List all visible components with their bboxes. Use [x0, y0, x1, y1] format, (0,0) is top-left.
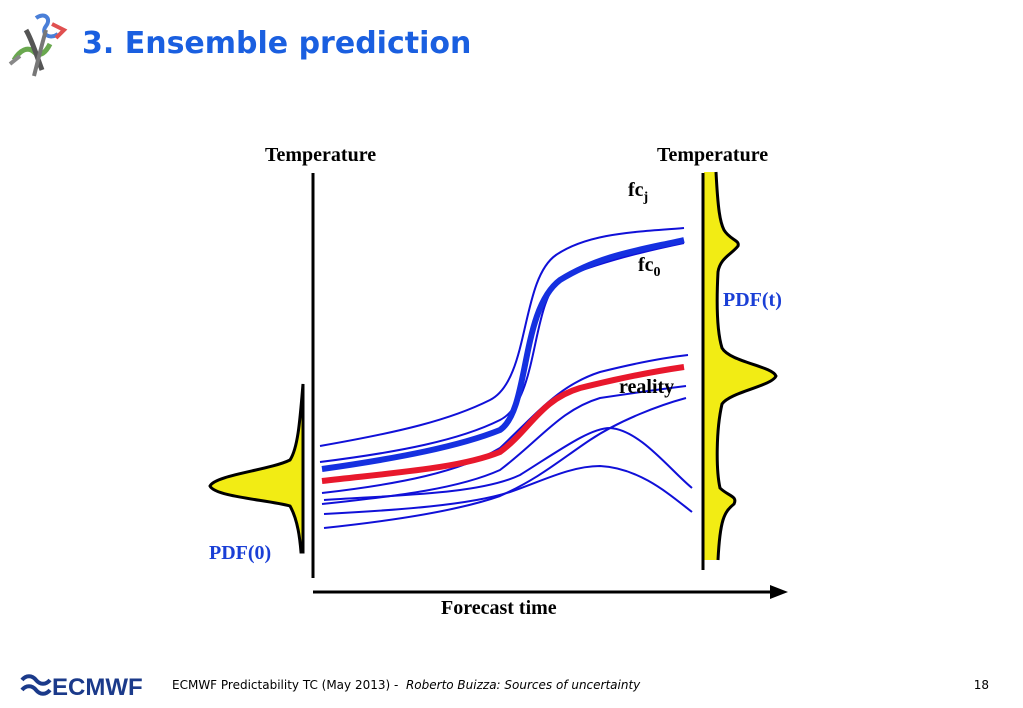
pdf-final-label: PDF(t) [723, 289, 782, 311]
x-axis-label: Forecast time [441, 597, 557, 619]
control-forecast-line [321, 237, 685, 472]
reality-label: reality [619, 376, 675, 398]
ecmwf-footer-logo: ECMWF [20, 674, 143, 699]
footer-caption: ECMWF Predictability TC (May 2013) - Rob… [172, 678, 641, 692]
fc-j-label: fcj [628, 179, 649, 205]
slide-title: 3. Ensemble prediction [82, 26, 472, 61]
page-number: 18 [973, 678, 989, 692]
ensemble-member-line [323, 397, 687, 529]
ensemble-member-line [319, 242, 685, 463]
ecmwf-swirl-logo-icon [8, 13, 68, 77]
ensemble-member-line [319, 227, 685, 447]
initial-pdf-shape [208, 383, 305, 554]
left-axis-label: Temperature [265, 144, 377, 166]
final-pdf-shape [704, 172, 776, 560]
pdf-initial-label: PDF(0) [209, 542, 272, 564]
fc-0-label: fc0 [638, 254, 661, 280]
ensemble-member-line [321, 385, 687, 505]
ensemble-member-line [323, 426, 693, 501]
ensemble-member-line [323, 464, 693, 515]
ecmwf-logo-text: ECMWF [52, 674, 143, 699]
forecast-time-arrowhead [770, 585, 788, 599]
right-axis-label: Temperature [657, 144, 769, 166]
reality-line [321, 364, 685, 484]
